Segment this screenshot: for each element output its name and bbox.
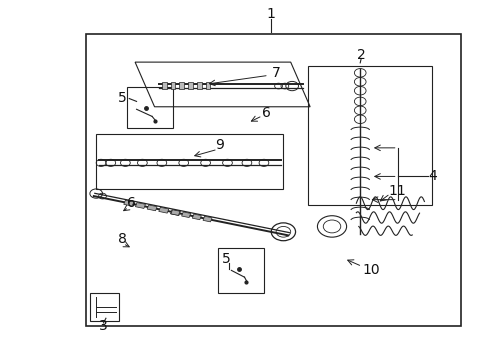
- Bar: [188, 82, 193, 89]
- Text: 5: 5: [117, 91, 126, 105]
- Bar: [171, 210, 180, 215]
- Bar: [170, 210, 180, 216]
- Bar: [96, 134, 283, 189]
- Bar: [179, 82, 184, 89]
- Text: 7: 7: [271, 66, 280, 80]
- Bar: [147, 205, 157, 211]
- Text: 2: 2: [356, 48, 365, 62]
- Bar: [170, 82, 175, 89]
- Bar: [203, 216, 212, 222]
- Bar: [181, 212, 190, 217]
- Text: 11: 11: [388, 184, 406, 198]
- Bar: [162, 82, 166, 89]
- Bar: [307, 66, 431, 205]
- Bar: [90, 293, 118, 321]
- Bar: [197, 82, 201, 89]
- Text: 6: 6: [127, 196, 136, 210]
- Bar: [126, 87, 173, 128]
- Text: 5: 5: [221, 252, 230, 266]
- Text: 8: 8: [117, 232, 126, 246]
- Text: 4: 4: [427, 170, 436, 184]
- Bar: [86, 33, 460, 327]
- Bar: [205, 82, 210, 89]
- Text: 10: 10: [362, 263, 379, 277]
- Text: 9: 9: [214, 138, 223, 152]
- Bar: [159, 207, 168, 213]
- Text: 1: 1: [266, 7, 275, 21]
- Text: 3: 3: [99, 319, 108, 333]
- Bar: [123, 200, 134, 206]
- Bar: [217, 248, 264, 293]
- Text: 6: 6: [262, 106, 270, 120]
- Bar: [192, 214, 201, 220]
- Bar: [135, 203, 145, 208]
